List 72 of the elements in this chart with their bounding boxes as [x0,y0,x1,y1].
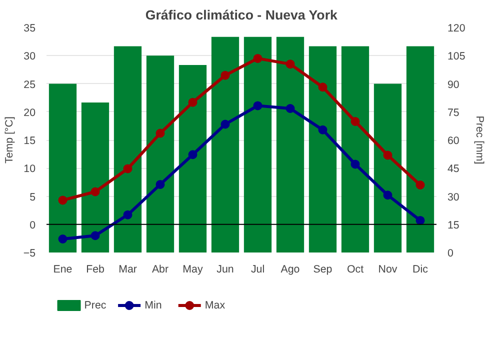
x-tick-label: Jun [216,264,234,276]
bar [178,65,207,252]
y-tick-label: 35 [24,22,36,34]
point [318,125,328,134]
point [58,234,68,244]
point [123,164,132,174]
point [286,60,295,69]
point [416,216,425,225]
y2-tick-label: 105 [448,50,466,63]
point [90,187,100,196]
chart-title: Gráfico climático - Nueva York [145,8,338,22]
y2-tick-label: 0 [448,248,454,260]
point [253,101,262,110]
point [383,150,392,160]
y2-tick-label: 15 [448,219,460,232]
bar [146,56,174,252]
legend-label: Prec [84,300,107,312]
y-tick-label: 15 [24,135,36,147]
y-tick-label: 30 [24,50,36,63]
legend-label: Max [204,300,226,312]
point [350,160,360,169]
bar [276,36,304,252]
bar [406,46,434,252]
point [350,116,360,126]
x-tick-label: Dic [412,264,429,276]
y2-tick-label: 45 [448,163,460,176]
point [383,190,392,200]
y2-tick-label: 75 [448,106,460,119]
y-tick-label: 5 [30,191,36,204]
x-tick-label: Jul [250,264,265,276]
bar [244,36,272,252]
bar [341,46,370,252]
point [188,150,198,160]
point [156,180,165,189]
x-tick-label: Oct [346,264,364,276]
y2-tick-label: 30 [448,191,460,204]
y2-tick-label: 90 [448,78,460,91]
y-tick-label: 25 [24,78,36,91]
point [253,54,262,63]
y2-axis-title: Prec [mm] [473,116,486,164]
y2-tick-label: 120 [448,22,466,34]
bar [114,46,142,252]
point [286,104,295,113]
bar [308,46,337,252]
y-tick-label: 10 [24,163,36,176]
point [90,231,100,240]
x-tick-label: Abr [152,264,169,276]
point [416,180,425,190]
point [188,98,198,107]
legend-label: Min [144,300,162,312]
y2-tick-label: 60 [448,135,460,147]
y-tick-label: −5 [23,248,36,260]
y-tick-label: 20 [24,106,36,119]
point [220,70,230,80]
x-tick-label: Feb [86,264,105,276]
y-axis-title: Temp [°C] [3,116,16,164]
x-tick-label: Sep [313,264,332,276]
bar [81,102,110,252]
bar [48,84,77,252]
x-tick-label: May [182,264,204,276]
bar [374,84,402,252]
x-tick-label: Ene [53,264,72,276]
point [318,82,328,92]
point [156,128,165,138]
x-tick-label: Ago [280,264,300,276]
point [123,210,132,220]
point [220,120,230,129]
y-tick-label: 0 [30,219,36,232]
x-tick-label: Mar [118,264,138,276]
bar [211,36,240,252]
point [58,196,68,205]
x-tick-label: Nov [378,264,398,276]
